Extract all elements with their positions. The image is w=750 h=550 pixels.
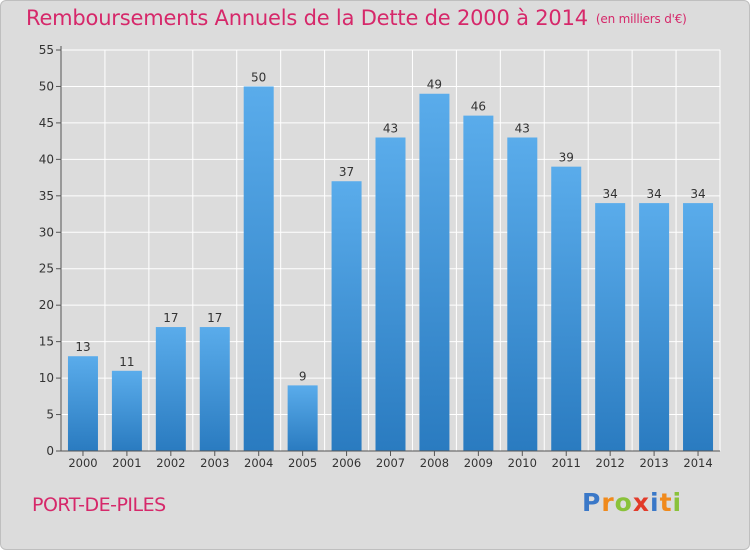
y-tick-label: 30 [39, 225, 54, 239]
y-tick-label: 55 [39, 43, 54, 57]
data-label-2001: 11 [119, 355, 134, 369]
x-tick-label-2003: 2003 [200, 456, 229, 470]
data-label-2004: 50 [251, 70, 266, 84]
y-tick-label: 5 [46, 408, 54, 422]
logo-letter: i [650, 488, 660, 517]
y-tick-label: 40 [39, 152, 54, 166]
data-label-2013: 34 [646, 187, 661, 201]
x-tick-label-2002: 2002 [156, 456, 185, 470]
logo-letter: t [659, 488, 673, 517]
y-tick-label: 20 [39, 298, 54, 312]
x-tick-label-2013: 2013 [639, 456, 668, 470]
x-tick-label-2009: 2009 [464, 456, 493, 470]
unit-note: (en milliers d'€) [595, 12, 687, 26]
logo-letter: i [672, 488, 683, 517]
bar-2014 [683, 203, 714, 451]
chart-title-text: Remboursements Annuels de la Dette de 20… [26, 6, 588, 30]
x-tick-label-2007: 2007 [376, 456, 405, 470]
bar-2010 [507, 137, 538, 451]
x-tick-label-2000: 2000 [68, 456, 97, 470]
data-label-2008: 49 [427, 78, 442, 92]
bar-2007 [375, 137, 406, 451]
x-tick-label-2008: 2008 [420, 456, 449, 470]
bar-2001 [111, 370, 142, 451]
y-tick-label: 0 [46, 444, 54, 458]
data-label-2005: 9 [299, 369, 307, 383]
y-tick-label: 10 [39, 371, 54, 385]
data-label-2014: 34 [690, 187, 705, 201]
y-tick-label: 45 [39, 116, 54, 130]
axis-layer: 0 5 10 15 20 25 30 35 40 45 50 55 2000 2001 2002 2003 20… [39, 43, 720, 470]
x-tick-label-2004: 2004 [244, 456, 273, 470]
data-label-2006: 37 [339, 165, 354, 179]
bar-2002 [155, 327, 186, 451]
proxiti-logo[interactable]: Proxiti [582, 488, 682, 517]
data-label-2002: 17 [163, 311, 178, 325]
data-label-2009: 46 [471, 100, 486, 114]
bar-2012 [595, 203, 626, 451]
logo-letter: o [614, 488, 633, 517]
data-label-2010: 43 [515, 121, 530, 135]
logo-letter: P [582, 488, 602, 517]
data-label-2000: 13 [75, 340, 90, 354]
x-tick-label-2011: 2011 [552, 456, 581, 470]
x-tick-label-2010: 2010 [508, 456, 537, 470]
y-tick-label: 35 [39, 189, 54, 203]
bar-2011 [551, 166, 582, 451]
bar-2013 [639, 203, 670, 451]
data-label-2007: 43 [383, 121, 398, 135]
x-tick-label-2001: 2001 [112, 456, 141, 470]
bar-2006 [331, 181, 362, 451]
x-tick-label-2012: 2012 [596, 456, 625, 470]
y-tick-label: 25 [39, 262, 54, 276]
bar-2008 [419, 93, 450, 451]
x-tick-label-2006: 2006 [332, 456, 361, 470]
bar-2004 [243, 86, 274, 452]
logo-letter: x [632, 488, 650, 517]
data-label-2011: 39 [559, 151, 574, 165]
chart-title: Remboursements Annuels de la Dette de 20… [26, 6, 687, 30]
bar-2003 [199, 327, 230, 451]
data-label-2003: 17 [207, 311, 222, 325]
logo-letter: r [601, 488, 615, 517]
bar-2009 [463, 115, 494, 452]
bars-layer: 13 11 17 17 50 9 37 43 49 46 43 39 34 34 34 [67, 70, 714, 452]
bar-2000 [67, 356, 98, 451]
x-tick-label-2005: 2005 [288, 456, 317, 470]
bar-2005 [287, 385, 318, 451]
x-tick-label-2014: 2014 [683, 456, 712, 470]
commune-name: PORT-DE-PILES [32, 494, 166, 516]
y-tick-label: 50 [39, 79, 54, 93]
y-tick-label: 15 [39, 335, 54, 349]
data-label-2012: 34 [603, 187, 618, 201]
